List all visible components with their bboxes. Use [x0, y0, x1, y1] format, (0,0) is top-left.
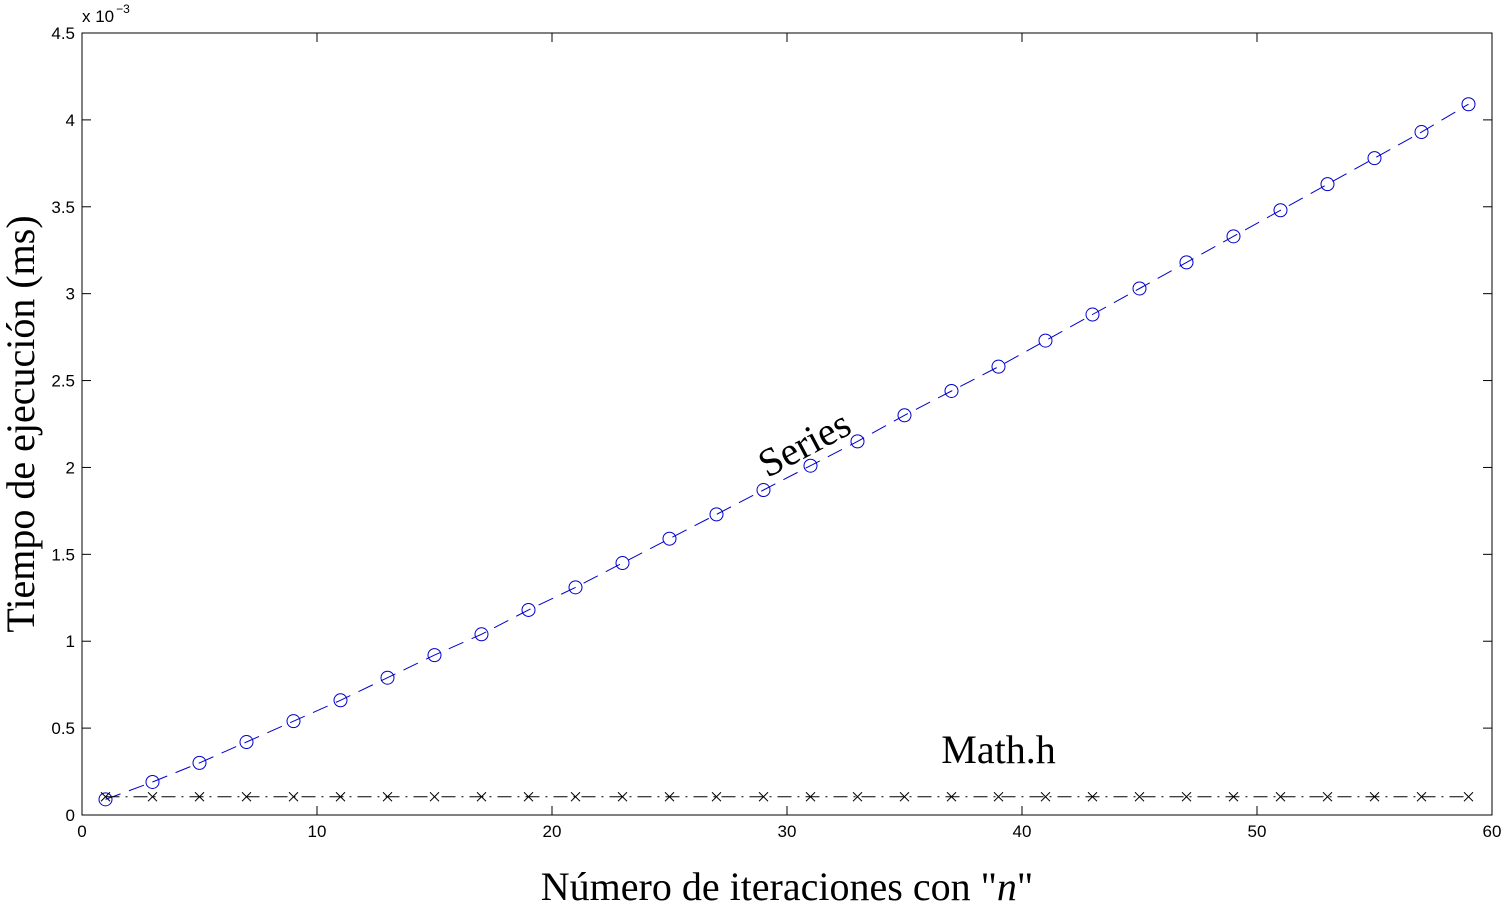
data-point	[1087, 791, 1098, 802]
data-point	[899, 791, 910, 802]
data-point	[1038, 333, 1053, 348]
data-point	[852, 791, 863, 802]
y-axis-label: Tiempo de ejecución (ms)	[0, 215, 43, 632]
data-point	[1273, 203, 1288, 218]
data-point	[568, 580, 583, 595]
data-point	[476, 791, 487, 802]
y-tick-label: 1.5	[51, 545, 75, 564]
data-point	[758, 791, 769, 802]
data-point	[1226, 229, 1241, 244]
data-point	[1367, 151, 1382, 166]
x-tick-label: 0	[77, 822, 86, 841]
data-point	[239, 735, 254, 750]
x-tick-label: 50	[1248, 822, 1267, 841]
data-point	[570, 791, 581, 802]
data-point	[286, 714, 301, 729]
plot-frame	[81, 32, 1493, 816]
data-point	[241, 791, 252, 802]
data-point	[100, 791, 111, 802]
data-point	[803, 458, 818, 473]
tick-labels-group: 0 10 20 30 40 50 60 0 0.5 1 1.5 2 2.5 3 3.5 4 4.5	[51, 24, 1501, 841]
data-point	[1179, 255, 1194, 270]
y-tick-label: 2.5	[51, 372, 75, 391]
data-point	[427, 648, 442, 663]
x-tick-label: 20	[543, 822, 562, 841]
y-tick-label: 4	[66, 111, 75, 130]
series-line	[105, 103, 1469, 800]
data-point	[380, 670, 395, 685]
data-point	[474, 627, 489, 642]
x-tick-label: 30	[778, 822, 797, 841]
x-tick-label: 40	[1013, 822, 1032, 841]
data-point	[145, 774, 160, 789]
y-multiplier-exponent: −3	[116, 2, 130, 16]
data-point	[850, 434, 865, 449]
data-point	[523, 791, 534, 802]
y-multiplier-base: x 10	[82, 7, 114, 26]
data-point	[1040, 791, 1051, 802]
data-point	[897, 408, 912, 423]
data-point	[1181, 791, 1192, 802]
x-tick-label: 10	[308, 822, 327, 841]
annotation-label: Math.h	[941, 727, 1055, 772]
y-tick-label: 0	[66, 806, 75, 825]
data-point	[1134, 791, 1145, 802]
series-series	[98, 97, 1476, 807]
data-point	[1414, 125, 1429, 140]
y-tick-label: 1	[66, 632, 75, 651]
data-point	[993, 791, 1004, 802]
data-point	[944, 383, 959, 398]
data-point	[1228, 791, 1239, 802]
data-point	[1369, 791, 1380, 802]
data-point	[333, 693, 348, 708]
data-point	[1463, 791, 1474, 802]
data-point	[1461, 97, 1476, 112]
data-point	[98, 792, 113, 807]
data-point	[521, 602, 536, 617]
data-point	[382, 791, 393, 802]
data-point	[711, 791, 722, 802]
y-tick-label: 3.5	[51, 198, 75, 217]
y-multiplier: x 10 −3	[82, 2, 130, 26]
data-point	[147, 791, 158, 802]
y-tick-label: 4.5	[51, 24, 75, 43]
data-point	[1085, 307, 1100, 322]
y-tick-label: 0.5	[51, 719, 75, 738]
data-point	[615, 556, 630, 571]
y-tick-label: 3	[66, 285, 75, 304]
data-point	[1320, 177, 1335, 192]
data-point	[756, 483, 771, 498]
y-tick-label: 2	[66, 458, 75, 477]
data-point	[1322, 791, 1333, 802]
data-point	[335, 791, 346, 802]
data-point	[1416, 791, 1427, 802]
data-point	[991, 359, 1006, 374]
data-point	[617, 791, 628, 802]
data-point	[805, 791, 816, 802]
series-math-h	[100, 791, 1474, 802]
data-point	[288, 791, 299, 802]
x-tick-label: 60	[1483, 822, 1502, 841]
x-axis-label: Número de iteraciones con "n"	[541, 864, 1033, 903]
data-point	[664, 791, 675, 802]
data-point	[946, 791, 957, 802]
data-point	[429, 791, 440, 802]
data-point	[1275, 791, 1286, 802]
data-point	[1132, 281, 1147, 296]
data-point	[194, 791, 205, 802]
data-point	[662, 531, 677, 546]
plot-area	[82, 33, 1492, 815]
data-point	[192, 755, 207, 770]
data-point	[709, 507, 724, 522]
series-layer	[98, 97, 1476, 807]
